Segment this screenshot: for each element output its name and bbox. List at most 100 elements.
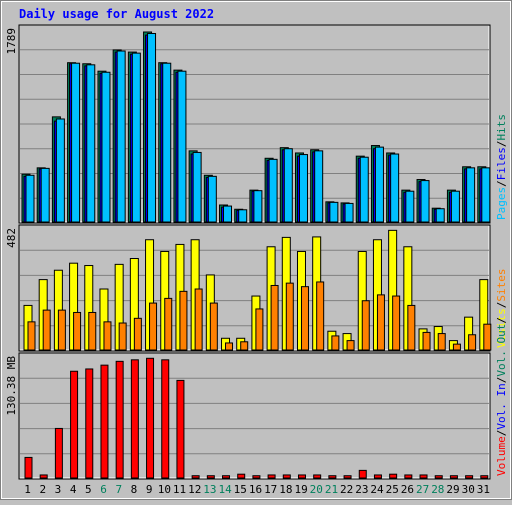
volume-bar: [176, 379, 185, 479]
pages-bar: [374, 146, 384, 223]
volume-bar: [100, 364, 109, 479]
volume-bar: [54, 427, 63, 479]
volume-bar: [70, 370, 79, 479]
x-tick-label: 10: [158, 483, 171, 496]
x-tick-label: 9: [146, 483, 153, 496]
x-tick-label: 15: [234, 483, 247, 496]
legend-sep: /: [495, 430, 508, 437]
pages-bar: [223, 205, 233, 223]
plot-area: [18, 352, 491, 480]
sites-bar: [73, 311, 82, 351]
volume-bar: [85, 368, 94, 479]
pages-bar: [131, 52, 141, 223]
volume-bar: [161, 359, 170, 479]
volume-bar: [389, 473, 398, 479]
volume-bar: [358, 469, 367, 479]
sites-bar: [376, 294, 385, 351]
pages-bar: [359, 156, 369, 223]
legend-sep: /: [495, 302, 508, 309]
y-axis-label-visits: 482: [5, 228, 18, 248]
x-tick-label: 30: [462, 483, 475, 496]
sites-bar: [270, 284, 279, 351]
legend-volume-label: Volume: [495, 436, 508, 476]
legend-sep: /: [495, 377, 508, 384]
pages-bar: [466, 167, 476, 223]
legend-vol-out: Vol. Out: [495, 324, 508, 377]
pages-bar: [435, 208, 445, 223]
x-tick-label: 14: [218, 483, 232, 496]
pages-bar: [207, 175, 217, 223]
volume-bar: [146, 357, 155, 479]
pages-bar: [192, 151, 202, 223]
sites-bar: [437, 333, 446, 351]
x-tick-label: 7: [115, 483, 122, 496]
volume-bar: [404, 474, 413, 479]
pages-bar: [101, 71, 111, 223]
legend-hits-files-pages: Pages/Files/Hits: [495, 114, 508, 220]
legend-volume: Volume/Vol. In/Vol. Out/: [495, 317, 508, 476]
x-tick-label: 11: [173, 483, 186, 496]
sites-bar: [42, 309, 51, 351]
pages-bar: [314, 150, 324, 223]
x-tick-label: 20: [310, 483, 323, 496]
legend-vol-in: Vol. In: [495, 383, 508, 429]
pages-bar: [329, 201, 339, 223]
legend-sep: /: [495, 141, 508, 148]
sites-bar: [133, 317, 142, 351]
sites-bar: [103, 321, 112, 351]
x-tick-label: 23: [355, 483, 368, 496]
sites-bar: [57, 309, 66, 351]
y-axis-label-hits: 1789: [5, 28, 18, 55]
x-tick-label: 26: [401, 483, 414, 496]
sites-bar: [255, 308, 264, 351]
pages-bar: [390, 153, 400, 223]
sites-bar: [88, 311, 97, 351]
sites-bar: [285, 282, 294, 351]
x-tick-label: 13: [203, 483, 216, 496]
chart-title: Daily usage for August 2022: [19, 7, 214, 21]
pages-bar: [116, 50, 126, 223]
visits-sites-panel: [18, 224, 492, 352]
x-tick-label: 17: [264, 483, 277, 496]
sites-bar: [240, 341, 249, 351]
sites-bar: [209, 302, 218, 351]
x-tick-label: 8: [131, 483, 138, 496]
sites-bar: [483, 323, 492, 351]
pages-bar: [344, 202, 354, 223]
pages-bar: [298, 154, 308, 223]
volume-bar: [373, 474, 382, 479]
hits-files-pages-panel: [18, 24, 491, 224]
pages-bar: [283, 148, 293, 223]
pages-bar: [55, 118, 65, 223]
volume-bar: [297, 474, 306, 479]
pages-bar: [420, 180, 430, 223]
pages-bar: [268, 158, 278, 223]
volume-bar: [480, 475, 489, 479]
volume-bar: [465, 475, 474, 479]
x-axis-day-labels: 1 2 3 4 5 6 7 8 9 10 11 12 13 14 15 16 17 18 19 20 21 22 23 24 2…: [24, 483, 490, 496]
pages-bar: [25, 174, 35, 223]
volume-bar: [39, 474, 48, 479]
x-tick-label: 19: [294, 483, 307, 496]
volume-bar: [191, 475, 200, 479]
x-tick-label: 28: [431, 483, 444, 496]
x-tick-label: 24: [370, 483, 384, 496]
volume-bar: [328, 475, 337, 479]
pages-bar: [405, 190, 415, 223]
sites-bar: [118, 322, 127, 351]
x-tick-label: 21: [325, 483, 338, 496]
legend-sites: Sites: [495, 269, 508, 302]
sites-bar: [316, 281, 325, 351]
pages-bar: [238, 209, 248, 223]
sites-bar: [331, 335, 340, 351]
x-tick-label: 5: [85, 483, 92, 496]
volume-bar: [449, 475, 458, 479]
volume-bar: [313, 474, 322, 479]
sites-bar: [164, 297, 173, 351]
y-axis-label-volume: 130.38 MB: [5, 356, 18, 416]
x-tick-label: 4: [70, 483, 77, 496]
pages-bar: [481, 167, 491, 223]
